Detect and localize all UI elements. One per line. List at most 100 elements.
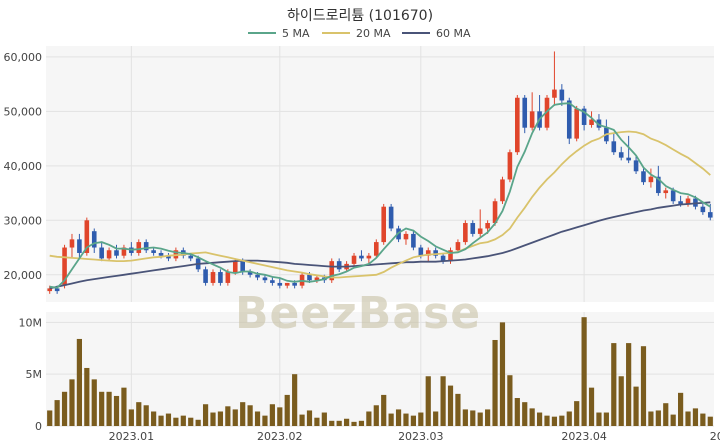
candle-body: [522, 97, 528, 128]
volume-bar: [262, 415, 268, 426]
volume-bar: [381, 394, 387, 426]
volume-bar: [522, 402, 528, 426]
volume-bar: [225, 406, 231, 426]
volume-panel: [46, 312, 714, 426]
volume-bar: [329, 420, 335, 426]
candle-body: [151, 250, 156, 253]
x-tick-label: 2023.03: [398, 430, 444, 443]
candle-body: [477, 228, 483, 234]
volume-bar: [99, 391, 105, 426]
volume-bar: [403, 413, 409, 426]
candle-body: [500, 179, 505, 202]
candle-body: [381, 206, 387, 243]
volume-axis: 0 5M 10M: [19, 316, 43, 433]
candle-body: [62, 247, 67, 286]
candle-body: [670, 190, 676, 202]
volume-bar: [507, 375, 513, 426]
candle-body: [292, 282, 297, 286]
volume-bar: [195, 419, 201, 426]
candle-body: [203, 269, 208, 283]
candle-body: [418, 247, 424, 256]
candle-body: [589, 119, 594, 125]
volume-bar: [358, 420, 365, 426]
price-tick-label: 30,000: [4, 214, 43, 227]
volume-bar: [47, 410, 53, 426]
volume-bar: [351, 421, 357, 426]
candle-body: [440, 255, 446, 262]
volume-bar: [232, 409, 238, 426]
candle-body: [648, 176, 654, 183]
volume-bar: [462, 409, 468, 426]
candle-body: [277, 282, 283, 286]
candle-body: [366, 255, 372, 259]
candle-body: [566, 100, 572, 139]
candle-body: [641, 171, 646, 183]
candle-body: [188, 255, 194, 259]
candle-body: [685, 198, 691, 204]
candle-body: [656, 176, 661, 194]
volume-bar: [217, 411, 224, 426]
candle-body: [240, 261, 245, 273]
x-tick-label: 2023.04: [561, 430, 607, 443]
volume-bar: [254, 411, 261, 426]
volume-bar: [54, 400, 60, 426]
volume-bar: [314, 417, 320, 426]
candle-body: [210, 272, 216, 283]
legend-20ma-label: 20 MA: [356, 27, 391, 40]
volume-bar: [151, 411, 157, 426]
legend-60ma-label: 60 MA: [436, 27, 471, 40]
candle-body: [351, 255, 357, 264]
candle-body: [707, 212, 713, 218]
candle-body: [225, 272, 231, 283]
candle-body: [359, 255, 364, 259]
candle-body: [411, 233, 416, 248]
candle-body: [158, 252, 164, 256]
candle-body: [373, 242, 379, 256]
volume-bar: [663, 403, 669, 426]
volume-bar: [574, 401, 580, 426]
price-tick-label: 50,000: [4, 105, 43, 118]
candle-body: [507, 152, 513, 180]
candle-body: [559, 89, 565, 101]
volume-bar: [418, 412, 424, 426]
volume-bar: [336, 420, 342, 426]
price-tick-label: 20,000: [4, 269, 43, 282]
volume-bar: [470, 410, 476, 426]
volume-bar: [395, 409, 402, 426]
candle-body: [99, 247, 104, 259]
volume-bar: [455, 393, 461, 426]
volume-bar: [581, 317, 587, 426]
volume-bar: [113, 395, 120, 426]
candle-body: [626, 157, 631, 161]
candle-body: [106, 250, 112, 259]
candle-body: [515, 97, 520, 153]
volume-bar: [321, 412, 327, 426]
volume-bar: [247, 405, 253, 426]
volume-bar: [388, 413, 394, 426]
x-axis: 2023.01 2023.02 2023.03 2023.04 2023.05: [109, 430, 720, 443]
volume-bar: [596, 412, 602, 426]
volume-bars: [47, 317, 713, 426]
volume-bar: [603, 412, 609, 426]
candle-body: [307, 274, 312, 281]
volume-bar: [655, 410, 661, 426]
volume-bar: [477, 412, 483, 426]
volume-bar: [440, 376, 446, 426]
volume-bar: [447, 385, 454, 426]
volume-bar: [648, 411, 654, 426]
candle-body: [218, 272, 223, 283]
volume-bar: [292, 374, 298, 426]
price-tick-label: 60,000: [4, 51, 43, 64]
candle-body: [403, 233, 409, 240]
volume-bar: [425, 376, 431, 426]
price-tick-label: 40,000: [4, 160, 43, 173]
volume-bar: [640, 346, 647, 426]
volume-bar: [536, 412, 543, 426]
candle-body: [136, 242, 142, 253]
watermark: BeezBase: [235, 288, 481, 339]
volume-bar: [692, 408, 699, 426]
volume-bar: [433, 411, 439, 426]
volume-bar: [210, 412, 216, 426]
volume-bar: [277, 407, 283, 426]
